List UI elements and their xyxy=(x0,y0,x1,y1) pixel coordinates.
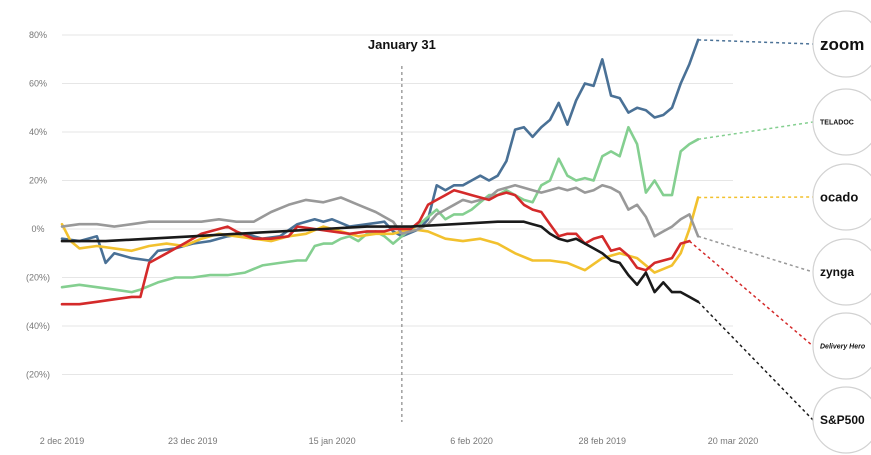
y-tick-label: 40% xyxy=(29,127,47,137)
x-tick-label: 2 dec 2019 xyxy=(40,436,85,446)
delivery-hero-logo-text: Delivery Hero xyxy=(820,343,866,350)
legend-connector-sp500 xyxy=(697,301,814,421)
y-tick-label: (20%) xyxy=(26,370,50,380)
zoom-logo-text: zoom xyxy=(820,35,864,54)
series-line-zynga xyxy=(60,184,700,238)
legend-item-zoom: zoom xyxy=(812,10,871,78)
x-axis-ticks: 2 dec 2019 23 dec 2019 15 jan 2020 6 feb 20… xyxy=(40,436,759,446)
y-tick-label: (20%) xyxy=(26,273,50,283)
sp500-logo-text: S&P500 xyxy=(820,413,865,427)
series-line-sp500 xyxy=(60,220,700,304)
ocado-logo-text: ocado xyxy=(820,190,858,205)
legend-connectors xyxy=(688,39,814,421)
y-tick-label: (40%) xyxy=(26,321,50,331)
legend-item-ocado: ocado xyxy=(812,163,871,231)
legend-connector-teladoc xyxy=(698,121,814,141)
x-tick-label: 6 feb 2020 xyxy=(450,436,493,446)
series-line-delivery-hero xyxy=(60,188,691,306)
series-line-teladoc xyxy=(60,125,700,294)
legend-item-teladoc: TELADOC xyxy=(812,88,871,156)
series-line-zoom xyxy=(60,38,700,265)
x-tick-label: 15 jan 2020 xyxy=(309,436,356,446)
teladoc-logo-circle xyxy=(812,88,871,156)
y-axis-ticks: 80% 60% 40% 20% 0% (20%) (40%) (20%) xyxy=(26,30,50,380)
delivery-hero-logo-circle xyxy=(812,312,871,380)
sp500-logo-circle xyxy=(812,386,871,454)
series-lines xyxy=(60,38,700,306)
legend: zoom TELADOC ocado zynga Delivery Hero S&P500 xyxy=(812,10,871,454)
x-tick-label: 20 mar 2020 xyxy=(708,436,759,446)
y-tick-label: 0% xyxy=(31,224,44,234)
x-tick-label: 28 feb 2019 xyxy=(579,436,627,446)
legend-connector-zynga xyxy=(697,235,814,273)
zynga-logo-circle xyxy=(812,238,871,306)
y-tick-label: 60% xyxy=(29,79,47,89)
grid-lines xyxy=(62,34,733,375)
legend-connector-delivery-hero xyxy=(688,240,814,347)
legend-connector-zoom xyxy=(698,39,814,45)
y-tick-label: 80% xyxy=(29,30,47,40)
series-line-ocado xyxy=(60,196,700,274)
legend-item-delivery-hero: Delivery Hero xyxy=(812,312,871,380)
y-tick-label: 20% xyxy=(29,176,47,186)
annotation-label: January 31 xyxy=(368,37,436,52)
legend-item-sp500: S&P500 xyxy=(812,386,871,454)
ocado-logo-circle xyxy=(812,163,871,231)
legend-item-zynga: zynga xyxy=(812,238,871,306)
zoom-logo-circle xyxy=(812,10,871,78)
x-tick-label: 23 dec 2019 xyxy=(168,436,218,446)
zynga-logo-text: zynga xyxy=(820,265,854,279)
teladoc-logo-text: TELADOC xyxy=(820,119,854,126)
date-annotation: January 31 xyxy=(368,37,436,422)
